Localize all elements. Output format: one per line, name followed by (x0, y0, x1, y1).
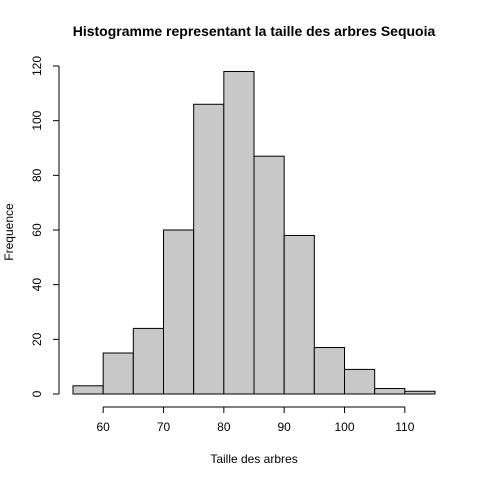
y-tick-label-0: 0 (30, 390, 44, 397)
histogram-bar-11 (404, 390, 436, 395)
histogram-bar-8 (313, 347, 346, 395)
x-tick-label-80: 80 (217, 420, 231, 434)
histogram-bars (72, 70, 436, 395)
chart-title: Histogramme representant la taille des a… (73, 23, 436, 39)
y-axis: 0 20 40 60 80 100 120 (30, 56, 60, 397)
x-axis-label: Taille des arbres (210, 452, 297, 466)
histogram-bar-4 (193, 103, 225, 395)
x-tick-label-100: 100 (334, 420, 354, 434)
y-tick-label-60: 60 (30, 223, 44, 237)
y-tick-label-120: 120 (30, 56, 44, 76)
histogram-bar-1 (102, 352, 134, 395)
y-axis-label: Frequence (2, 203, 16, 261)
histogram-bar-9 (344, 368, 376, 395)
x-tick-label-110: 110 (395, 420, 414, 434)
histogram-bar-2 (132, 327, 164, 395)
histogram-bar-7 (283, 234, 315, 395)
histogram-bar-3 (163, 229, 195, 395)
x-tick-label-60: 60 (96, 420, 110, 434)
y-tick-label-40: 40 (30, 278, 44, 292)
histogram-bar-10 (374, 388, 406, 395)
y-tick-label-80: 80 (30, 168, 44, 182)
histogram-bar-0 (72, 385, 104, 395)
x-tick-label-90: 90 (277, 420, 291, 434)
x-axis: 60 70 80 90 100 110 (96, 406, 415, 434)
histogram-bar-5 (223, 70, 255, 395)
y-tick-label-100: 100 (30, 110, 44, 130)
histogram-bar-6 (253, 155, 285, 395)
x-tick-label-70: 70 (157, 420, 171, 434)
y-tick-label-20: 20 (30, 332, 44, 346)
